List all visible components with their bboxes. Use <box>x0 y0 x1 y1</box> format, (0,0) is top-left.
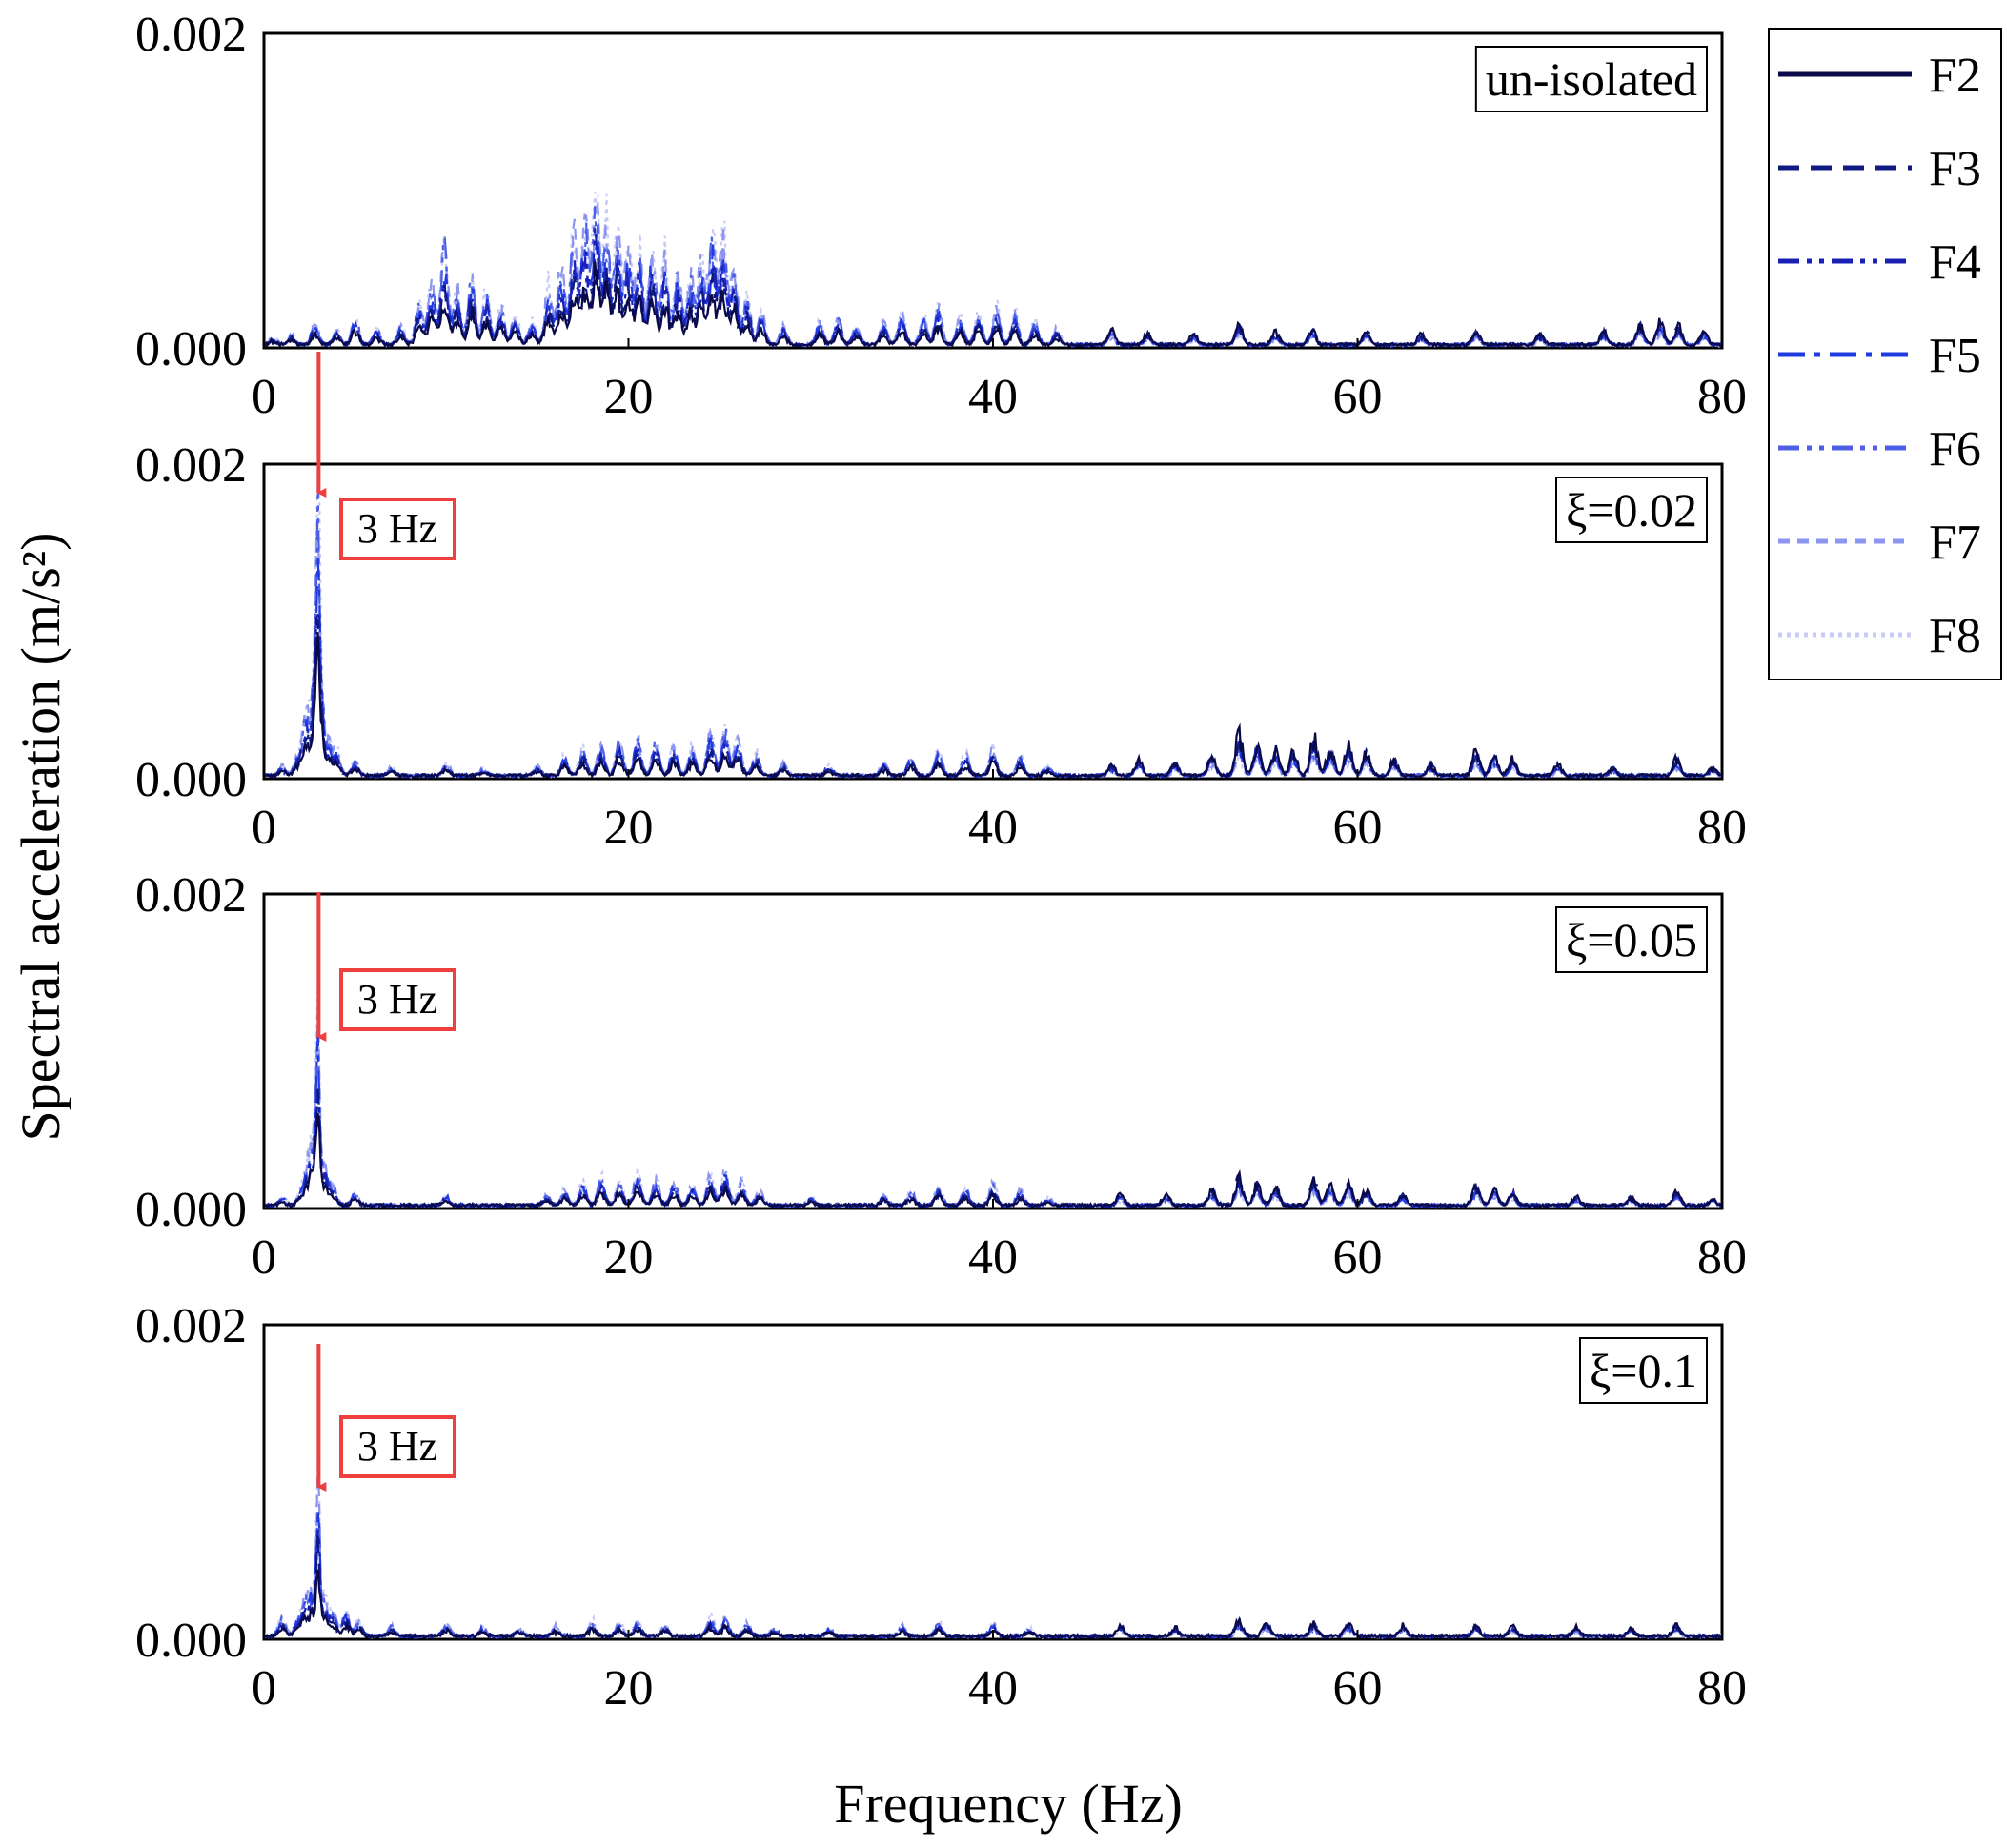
legend: F2 F3 F4 F5 F6 F7 F8 <box>1768 28 2002 680</box>
panel-2: 0 20 40 60 80 0.000 0.002 ξ=0.02 3 Hz <box>135 352 1747 855</box>
y-tick-label: 0.000 <box>135 753 247 807</box>
panel-label-box <box>1579 1337 1708 1404</box>
legend-label-f8: F8 <box>1929 609 1981 663</box>
x-tick-label: 80 <box>1697 370 1747 424</box>
panel-label: ξ=0.1 <box>1590 1344 1697 1397</box>
x-tick-label: 20 <box>604 370 654 424</box>
annotation-label: 3 Hz <box>357 505 437 552</box>
x-tick-label: 60 <box>1333 370 1383 424</box>
x-tick-label: 20 <box>604 801 654 855</box>
x-axis-title: Frequency (Hz) <box>834 1773 1183 1835</box>
legend-label-f6: F6 <box>1929 422 1981 477</box>
x-tick-label: 40 <box>968 370 1018 424</box>
panel-1: 0 20 40 60 80 0.000 0.002 un-isolated <box>135 8 1747 424</box>
panel-label-box <box>1474 46 1708 112</box>
x-tick-label: 0 <box>252 1661 276 1716</box>
legend-label-f3: F3 <box>1929 142 1981 196</box>
x-tick-label: 0 <box>252 1230 276 1285</box>
y-tick-label: 0.002 <box>135 1299 247 1353</box>
y-tick-label: 0.002 <box>135 438 247 493</box>
series-f2 <box>263 1112 1723 1209</box>
y-axis-title: Spectral acceleration (m/s²) <box>10 533 71 1142</box>
x-tick-label: 80 <box>1697 1661 1747 1716</box>
panel-4: 0 20 40 60 80 0.000 0.002 ξ=0.1 3 Hz <box>135 1299 1747 1716</box>
plot-frame <box>262 462 1724 781</box>
annotation-label: 3 Hz <box>357 1423 437 1470</box>
series-group <box>263 467 1723 780</box>
series-group <box>263 192 1723 349</box>
x-tick-label: 80 <box>1697 801 1747 855</box>
x-tick-label: 40 <box>968 1230 1018 1285</box>
y-tick-label: 0.002 <box>135 8 247 62</box>
panel-label: ξ=0.02 <box>1566 483 1697 537</box>
annotation-box <box>339 968 456 1031</box>
panel-label: un-isolated <box>1486 52 1697 106</box>
legend-label-f5: F5 <box>1929 329 1981 383</box>
x-tick-label: 20 <box>604 1230 654 1285</box>
panel-3: 0 20 40 60 80 0.000 0.002 ξ=0.05 3 Hz <box>135 868 1747 1285</box>
y-tick-label: 0.000 <box>135 1614 247 1668</box>
plot-frame <box>262 1323 1724 1641</box>
y-tick-label: 0.002 <box>135 868 247 923</box>
series-group <box>263 982 1723 1209</box>
y-tick-label: 0.000 <box>135 1183 247 1237</box>
panel-label-box <box>1555 906 1708 973</box>
x-tick-label: 40 <box>968 1661 1018 1716</box>
annotation-box <box>339 498 456 560</box>
annotation-box <box>339 1415 456 1478</box>
x-tick-label: 40 <box>968 801 1018 855</box>
legend-label-f7: F7 <box>1929 516 1981 570</box>
series-f2 <box>263 261 1723 349</box>
series-f4 <box>263 613 1723 780</box>
legend-label-f4: F4 <box>1929 235 1981 290</box>
x-tick-label: 60 <box>1333 801 1383 855</box>
annotation-label: 3 Hz <box>357 976 437 1023</box>
plot-frame <box>262 892 1724 1210</box>
series-f2 <box>263 632 1723 780</box>
x-tick-label: 0 <box>252 801 276 855</box>
x-tick-label: 0 <box>252 370 276 424</box>
x-tick-label: 80 <box>1697 1230 1747 1285</box>
y-tick-label: 0.000 <box>135 322 247 376</box>
panel-label: ξ=0.05 <box>1566 913 1697 966</box>
legend-label-f2: F2 <box>1929 49 1981 103</box>
panel-label-box <box>1555 477 1708 543</box>
series-f7 <box>263 520 1723 780</box>
x-tick-label: 60 <box>1333 1230 1383 1285</box>
x-tick-label: 20 <box>604 1661 654 1716</box>
x-tick-label: 60 <box>1333 1661 1383 1716</box>
